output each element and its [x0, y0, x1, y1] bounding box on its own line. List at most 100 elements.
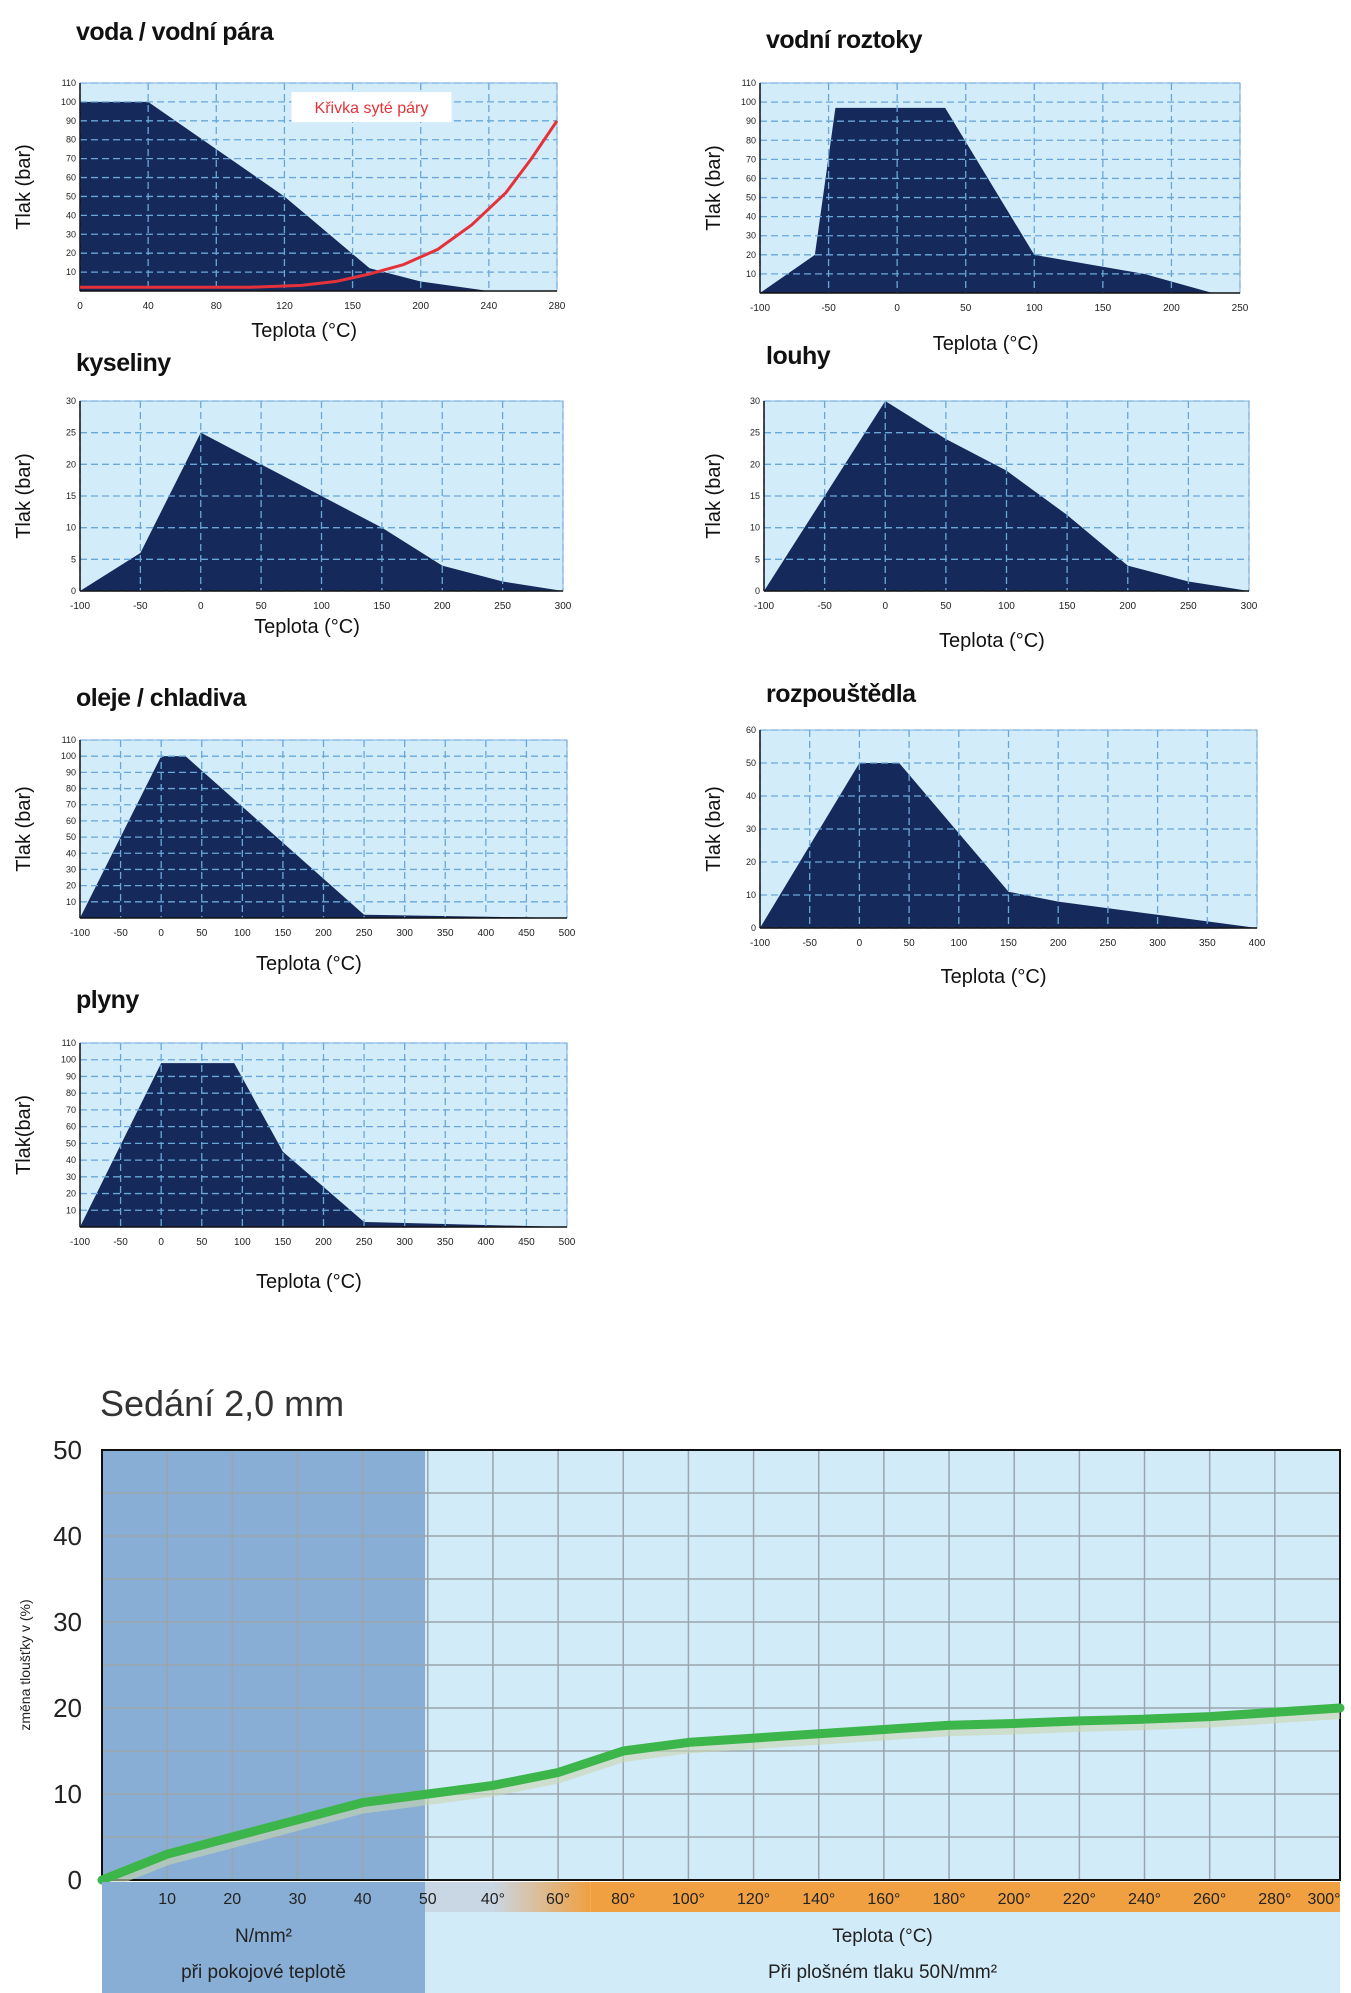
- y-tick-label: 100: [741, 97, 756, 107]
- x-tick-label: 250: [1100, 938, 1117, 949]
- y-tick-label: 100: [61, 751, 76, 761]
- x-tick-label: 250: [1180, 601, 1197, 612]
- x-tick-label: 400: [1249, 938, 1266, 949]
- y-tick-label: 20: [750, 459, 760, 469]
- chart-svg: -100 -50 0 50 100 150 200 250 300 350 400 450 500 10 2…: [13, 1038, 576, 1293]
- x-tick-label: 20: [223, 1891, 241, 1908]
- x-tick-label: 80: [211, 301, 223, 312]
- x-tick-label: 50: [256, 601, 268, 612]
- chart-roztoky: -100 -50 0 50 100 150 200 250 10 20 30 40 50 60 70 80 90…: [690, 75, 1260, 365]
- y-tick-label: 110: [62, 78, 76, 88]
- y-axis-label: Tlak (bar): [703, 145, 725, 231]
- y-tick-label: 90: [66, 1071, 76, 1081]
- y-tick-label: 70: [66, 800, 76, 810]
- chart-plyny: -100 -50 0 50 100 150 200 250 300 350 400 450 500 10 2…: [0, 1038, 580, 1298]
- y-tick-label: 30: [746, 824, 756, 834]
- x-tick-label: 10: [158, 1891, 176, 1908]
- x-tick-label: 250: [356, 928, 373, 939]
- y-tick-label: 10: [66, 267, 76, 277]
- left-label-line: N/mm²: [235, 1926, 292, 1947]
- x-axis-label: Teplota (°C): [939, 630, 1045, 652]
- y-tick-label: 70: [746, 154, 756, 164]
- x-tick-label: 100: [234, 928, 251, 939]
- x-tick-label: 0: [77, 301, 83, 312]
- x-tick-label: -50: [821, 303, 836, 314]
- y-tick-label: 30: [66, 229, 76, 239]
- line-series: [97, 1703, 1345, 1885]
- chart-svg: -100 -50 0 50 100 150 200 250 300 0 5 10 15 20 25 30 Tep…: [703, 396, 1258, 652]
- y-tick-label: 50: [66, 191, 76, 201]
- x-tick-label: 50: [196, 1237, 208, 1248]
- y-tick-label: 100: [61, 97, 76, 107]
- x-tick-label: 50: [960, 303, 972, 314]
- chart-rozpoustedla: -100 -50 0 50 100 150 200 250 300 350 400 0 10 20 30 40…: [690, 725, 1270, 995]
- x-tick-label: 200: [412, 301, 429, 312]
- x-tick-label: 220°: [1063, 1891, 1096, 1908]
- x-tick-label: 50: [940, 601, 952, 612]
- x-tick-label: -100: [70, 601, 90, 612]
- tick-strip-mid: [425, 1882, 493, 1912]
- x-tick-label: -100: [750, 938, 770, 949]
- x-tick-label: 500: [559, 928, 576, 939]
- x-tick-label: 50: [196, 928, 208, 939]
- y-tick-label: 50: [66, 832, 76, 842]
- y-axis-label: Tlak (bar): [13, 453, 35, 539]
- x-tick-label: -100: [750, 303, 770, 314]
- x-tick-label: 280°: [1258, 1891, 1291, 1908]
- x-tick-label: 250: [494, 601, 511, 612]
- y-axis-label: Tlak (bar): [703, 453, 725, 539]
- x-tick-label: 150: [374, 601, 391, 612]
- chart-svg: -100 -50 0 50 100 150 200 250 300 350 400 0 10 20 30 40…: [703, 725, 1266, 988]
- chart-voda: Křivka syté páry 0 40 80 120 150 200 240 280 10 20…: [0, 75, 570, 350]
- plot-frame: [101, 1449, 1341, 1881]
- x-tick-label: 40: [143, 301, 155, 312]
- x-tick-label: 350: [437, 1237, 454, 1248]
- x-tick-label: 140°: [802, 1891, 835, 1908]
- chart-svg: -100 -50 0 50 100 150 200 250 300 350 400 450 500 10 2…: [13, 735, 576, 975]
- y-tick-label: 0: [71, 586, 76, 596]
- x-tick-label: 120°: [737, 1891, 770, 1908]
- y-tick-label: 50: [53, 1435, 82, 1465]
- x-tick-label: 150: [275, 1237, 292, 1248]
- y-tick-label: 10: [66, 897, 76, 907]
- x-tick-label: 450: [518, 1237, 535, 1248]
- y-tick-label: 15: [66, 491, 76, 501]
- chart-title-louhy: louhy: [766, 342, 831, 370]
- x-tick-label: 120: [276, 301, 293, 312]
- x-tick-label: -50: [802, 938, 817, 949]
- y-tick-label: 60: [66, 173, 76, 183]
- x-tick-label: 400: [477, 928, 494, 939]
- chart-title-roztoky: vodní roztoky: [766, 26, 923, 54]
- x-tick-label: 80°: [611, 1891, 635, 1908]
- x-tick-label: 180°: [933, 1891, 966, 1908]
- chart-svg: Křivka syté páry 0 40 80 120 150 200 240 280 10 20…: [13, 78, 566, 342]
- y-tick-label: 110: [742, 78, 756, 88]
- y-tick-label: 10: [53, 1779, 82, 1809]
- y-tick-label: 80: [66, 135, 76, 145]
- x-tick-label: 200°: [998, 1891, 1031, 1908]
- left-label-line: při pokojové teplotě: [181, 1962, 346, 1983]
- y-tick-label: 40: [66, 210, 76, 220]
- x-tick-label: 300: [1149, 938, 1166, 949]
- tick-strip-orange: [590, 1882, 1340, 1912]
- x-tick-label: 300°: [1307, 1891, 1340, 1908]
- y-tick-label: 110: [62, 1038, 76, 1048]
- y-tick-label: 40: [66, 1155, 76, 1165]
- y-tick-label: 10: [66, 1205, 76, 1215]
- x-tick-label: -50: [133, 601, 148, 612]
- area-series: [80, 101, 489, 291]
- x-tick-label: 100: [1026, 303, 1043, 314]
- chart-title-kyseliny: kyseliny: [76, 349, 171, 377]
- y-tick-label: 40: [66, 848, 76, 858]
- chart-title-rozpoustedla: rozpouštědla: [766, 680, 916, 708]
- y-tick-label: 10: [746, 890, 756, 900]
- y-tick-label: 0: [68, 1865, 82, 1895]
- y-tick-label: 80: [66, 1088, 76, 1098]
- x-tick-label: 50: [904, 938, 916, 949]
- y-tick-label: 25: [750, 428, 760, 438]
- tick-strip-left: [102, 1882, 425, 1912]
- x-axis-label: Teplota (°C): [254, 616, 360, 638]
- chart-title-sedani: Sedání 2,0 mm: [100, 1383, 345, 1424]
- y-tick-label: 20: [746, 857, 756, 867]
- grid: [759, 82, 1241, 293]
